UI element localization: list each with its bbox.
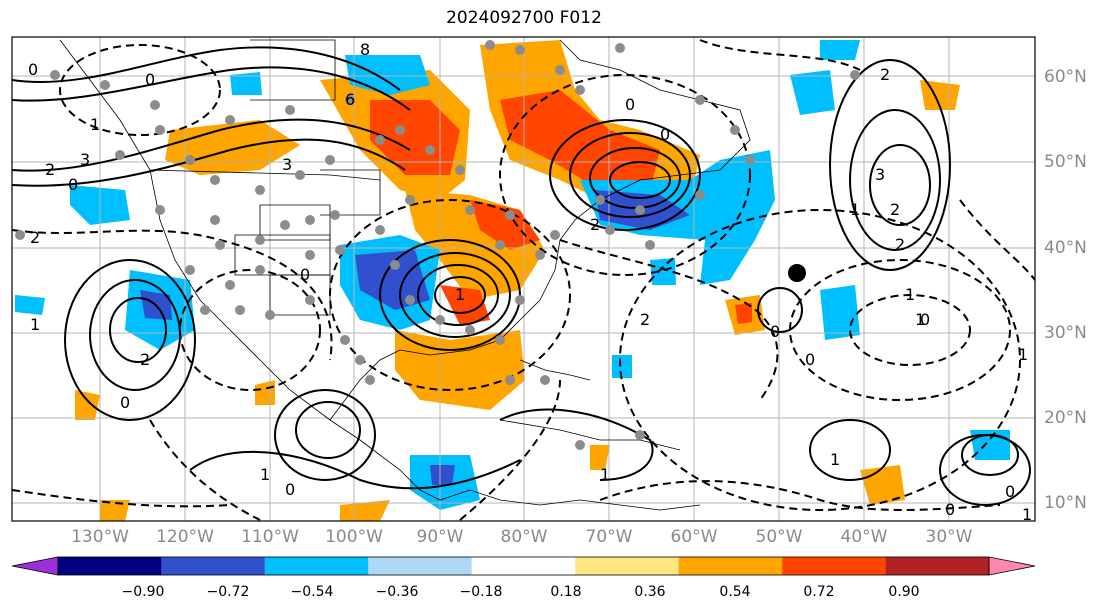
- contour-label: 1: [600, 465, 610, 484]
- contour-label: 2: [45, 160, 55, 179]
- contour-label: 0: [120, 393, 130, 412]
- contour-label: 2: [30, 228, 40, 247]
- contour-label: 0: [625, 95, 635, 114]
- lon-label: 60°W: [670, 527, 718, 547]
- colorbar-segment: [471, 557, 576, 575]
- colorbar-tick-label: −0.54: [290, 584, 334, 600]
- colorbar-tick-label: 0.36: [634, 584, 666, 600]
- colorbar-tick-label: −0.36: [375, 584, 419, 600]
- colorbar-tick-label: 0.72: [803, 584, 835, 600]
- colorbar-tick-label: −0.18: [459, 584, 503, 600]
- colorbar-segment: [161, 557, 265, 575]
- colorbar-segments: [11, 556, 1036, 576]
- colorbar-tick-label: −0.90: [121, 584, 165, 600]
- significance-dots: [15, 40, 860, 450]
- lon-label: 110°W: [241, 527, 299, 547]
- lon-label: 100°W: [325, 527, 383, 547]
- lon-label: 70°W: [585, 527, 633, 547]
- lat-label: 60°N: [1044, 67, 1087, 87]
- contour-label: 0: [920, 310, 930, 329]
- contour-label: 1: [1022, 505, 1032, 524]
- contour-label: 1: [830, 450, 840, 469]
- contour-label: 2: [140, 350, 150, 369]
- contour-label: 0: [285, 480, 295, 499]
- contour-label: 0: [1005, 482, 1015, 501]
- coastlines: [59, 39, 751, 511]
- contour-label: 1: [1018, 345, 1028, 364]
- colorbar-segment: [782, 557, 886, 575]
- lat-label: 30°N: [1044, 323, 1087, 343]
- lon-label: 50°W: [755, 527, 803, 547]
- contour-label: 3: [282, 155, 292, 174]
- contour-label: 1: [455, 285, 465, 304]
- contour-label: 1: [905, 285, 915, 304]
- contour-label: 3: [875, 165, 885, 184]
- contour-label: 8: [360, 40, 370, 59]
- lon-label: 80°W: [500, 527, 548, 547]
- contour-label-group: 0 0 1 2 3 0 2 3 8 0 6 0 2 0 2 3 1 2 1 2 …: [28, 40, 1032, 524]
- colorbar-segment: [368, 557, 472, 575]
- contour-label: 0: [28, 60, 38, 79]
- colorbar-outline: [57, 556, 990, 576]
- shaded-field-red: [370, 90, 752, 325]
- contour-label: 2: [895, 235, 905, 254]
- contour-label: 1: [260, 465, 270, 484]
- lat-label: 10°N: [1044, 493, 1087, 513]
- contour-label: 0: [300, 265, 310, 284]
- contour-label: 1: [30, 315, 40, 334]
- lon-label: 120°W: [156, 527, 214, 547]
- contours-dashed: [12, 39, 1035, 521]
- colorbar-arrow-left: [11, 556, 59, 576]
- map-title: 2024092700 F012: [446, 8, 602, 28]
- lat-label: 20°N: [1044, 408, 1087, 428]
- contours-solid: [12, 46, 1031, 506]
- contour-label: 0: [805, 350, 815, 369]
- colorbar-tick-label: −0.72: [206, 584, 250, 600]
- contour-label: 2: [640, 310, 650, 329]
- lat-label: 50°N: [1044, 152, 1087, 172]
- colorbar-segment: [678, 557, 783, 575]
- colorbar-segment: [885, 557, 989, 575]
- colorbar-tick-label: 0.90: [888, 584, 920, 600]
- lon-label: 30°W: [925, 527, 973, 547]
- colorbar-segment: [264, 557, 369, 575]
- contour-label: 2: [880, 65, 890, 84]
- lat-label: 40°N: [1044, 238, 1087, 258]
- colorbar-tick-label: 0.54: [719, 584, 751, 600]
- lon-label: 130°W: [71, 527, 129, 547]
- contour-label: 2: [590, 215, 600, 234]
- contour-label: 0: [68, 175, 78, 194]
- contour-label: 1: [915, 310, 925, 329]
- colorbar-segment: [575, 557, 679, 575]
- contour-label: 0: [660, 125, 670, 144]
- map-frame: [11, 36, 1036, 522]
- contour-label: 1: [90, 115, 100, 134]
- colorbar-arrow-right: [988, 556, 1036, 576]
- contour-label: 0: [145, 70, 155, 89]
- colorbar-tick-label: 0.18: [550, 584, 582, 600]
- contour-label: 1: [850, 200, 860, 219]
- lon-label: 40°W: [840, 527, 888, 547]
- lon-label: 90°W: [416, 527, 464, 547]
- contour-label: 0: [770, 322, 780, 341]
- low-center-marker: [788, 264, 806, 282]
- contour-label: 3: [80, 150, 90, 169]
- contour-label: 6: [345, 90, 355, 109]
- contour-label: 2: [890, 200, 900, 219]
- contour-label: 0: [945, 500, 955, 519]
- colorbar-segment: [58, 557, 162, 575]
